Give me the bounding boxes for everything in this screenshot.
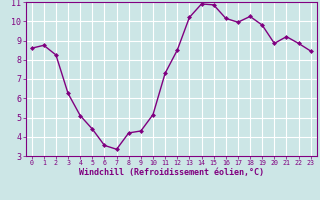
X-axis label: Windchill (Refroidissement éolien,°C): Windchill (Refroidissement éolien,°C) <box>79 168 264 177</box>
